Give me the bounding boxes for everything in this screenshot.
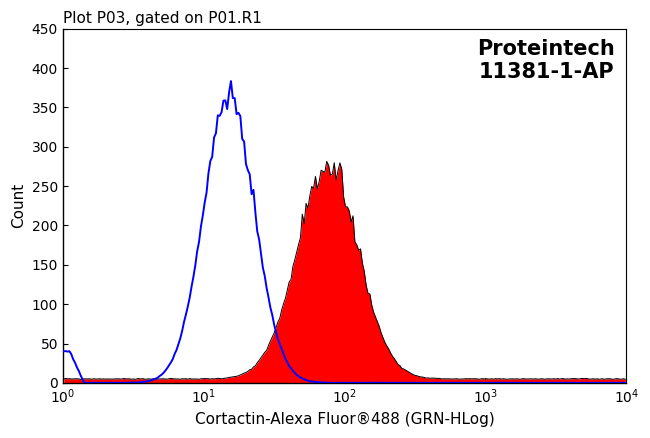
Text: Plot P03, gated on P01.R1: Plot P03, gated on P01.R1 [63, 11, 262, 26]
Y-axis label: Count: Count [11, 183, 26, 228]
X-axis label: Cortactin-Alexa Fluor®488 (GRN-HLog): Cortactin-Alexa Fluor®488 (GRN-HLog) [195, 412, 495, 427]
Text: Proteintech
11381-1-AP: Proteintech 11381-1-AP [477, 39, 615, 82]
